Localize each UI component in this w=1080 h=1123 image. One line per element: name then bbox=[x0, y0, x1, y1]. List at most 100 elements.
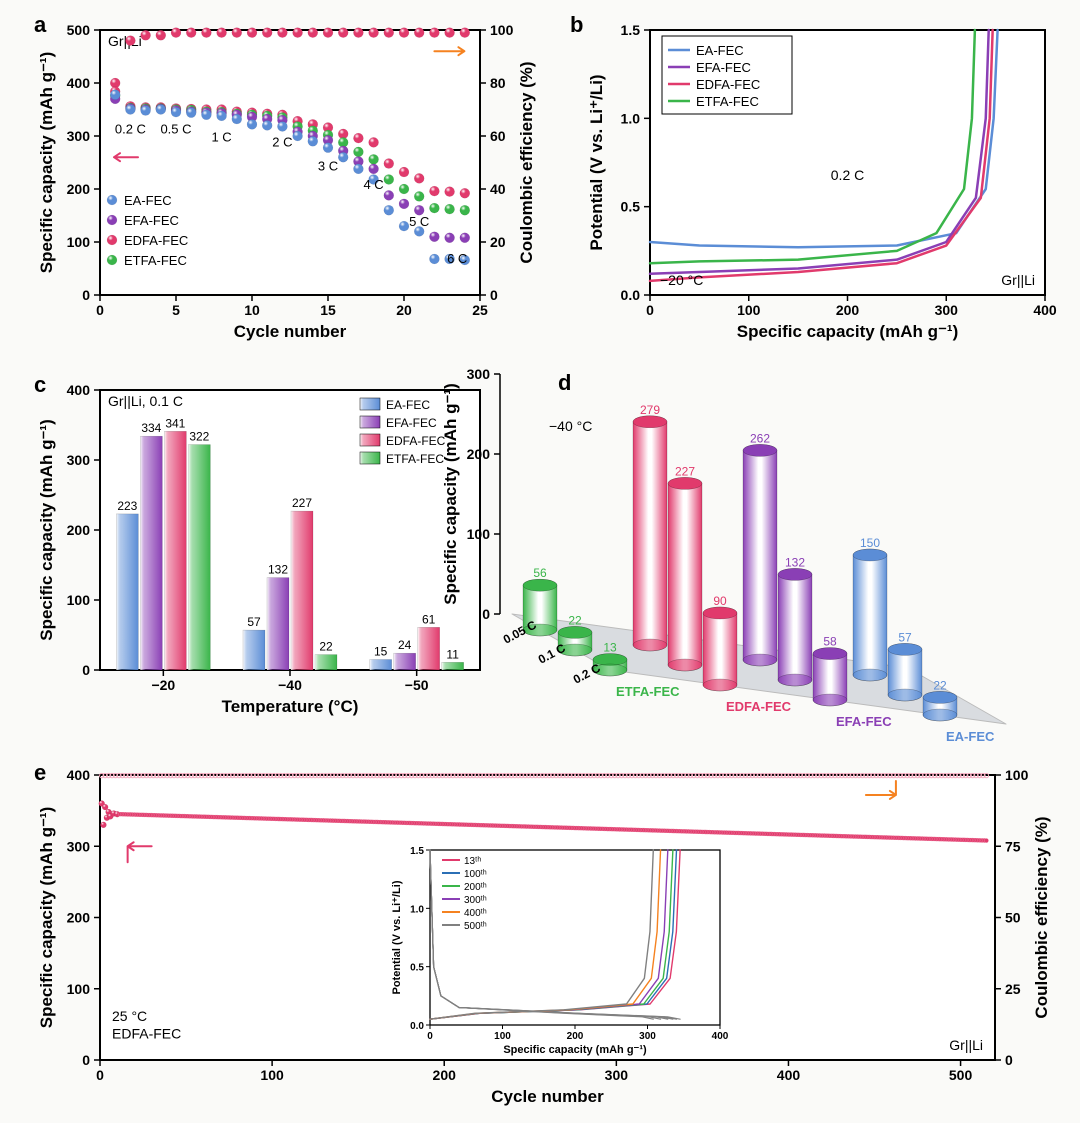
svg-text:Cycle number: Cycle number bbox=[491, 1087, 604, 1106]
svg-text:4 C: 4 C bbox=[363, 177, 383, 192]
svg-text:1.0: 1.0 bbox=[410, 904, 424, 915]
svg-text:EFA-FEC: EFA-FEC bbox=[696, 60, 751, 75]
svg-text:0.2 C: 0.2 C bbox=[831, 167, 864, 183]
svg-text:400: 400 bbox=[1033, 302, 1057, 318]
svg-text:−40: −40 bbox=[278, 677, 302, 693]
svg-text:80: 80 bbox=[490, 75, 506, 91]
svg-text:0: 0 bbox=[82, 287, 90, 303]
svg-text:Specific capacity (mAh g⁻¹): Specific capacity (mAh g⁻¹) bbox=[441, 383, 460, 605]
svg-text:11: 11 bbox=[446, 647, 459, 661]
svg-text:0: 0 bbox=[482, 606, 490, 622]
svg-text:Specific capacity (mAh g⁻¹): Specific capacity (mAh g⁻¹) bbox=[37, 52, 56, 274]
svg-text:75: 75 bbox=[1005, 838, 1021, 854]
svg-text:400: 400 bbox=[67, 382, 91, 398]
svg-text:100ᵗʰ: 100ᵗʰ bbox=[464, 869, 487, 880]
svg-text:EDFA-FEC: EDFA-FEC bbox=[696, 77, 760, 92]
svg-text:Cycle number: Cycle number bbox=[234, 322, 347, 341]
svg-text:1.5: 1.5 bbox=[621, 22, 641, 38]
svg-text:20: 20 bbox=[490, 234, 506, 250]
svg-text:300: 300 bbox=[639, 1031, 656, 1042]
panel-e: e01002003004005000100200300400Cycle numb… bbox=[34, 760, 1051, 1106]
svg-text:100: 100 bbox=[1005, 767, 1029, 783]
svg-text:15: 15 bbox=[374, 645, 388, 659]
svg-text:EDFA-FEC: EDFA-FEC bbox=[112, 1026, 181, 1042]
svg-text:Specific capacity (mAh g⁻¹): Specific capacity (mAh g⁻¹) bbox=[503, 1044, 647, 1056]
svg-text:200: 200 bbox=[67, 181, 91, 197]
svg-text:322: 322 bbox=[189, 430, 209, 444]
svg-text:1.5: 1.5 bbox=[410, 846, 424, 857]
svg-text:200: 200 bbox=[433, 1067, 457, 1083]
svg-text:0.05 C: 0.05 C bbox=[501, 618, 539, 647]
svg-text:500: 500 bbox=[949, 1067, 973, 1083]
svg-text:Gr||Li: Gr||Li bbox=[108, 33, 142, 49]
svg-text:−50: −50 bbox=[405, 677, 429, 693]
svg-text:400: 400 bbox=[712, 1031, 729, 1042]
svg-text:400: 400 bbox=[777, 1067, 801, 1083]
svg-text:ETFA-FEC: ETFA-FEC bbox=[386, 452, 444, 466]
svg-text:Specific capacity (mAh g⁻¹): Specific capacity (mAh g⁻¹) bbox=[737, 322, 959, 341]
svg-text:Temperature (°C): Temperature (°C) bbox=[222, 697, 359, 716]
svg-text:0: 0 bbox=[646, 302, 654, 318]
svg-text:5 C: 5 C bbox=[409, 214, 429, 229]
svg-text:22: 22 bbox=[933, 678, 947, 692]
svg-text:EDFA-FEC: EDFA-FEC bbox=[124, 233, 188, 248]
svg-text:0: 0 bbox=[490, 287, 498, 303]
svg-text:50: 50 bbox=[1005, 910, 1021, 926]
svg-text:200ᵗʰ: 200ᵗʰ bbox=[464, 882, 487, 893]
svg-text:60: 60 bbox=[490, 128, 506, 144]
svg-text:25: 25 bbox=[1005, 981, 1021, 997]
svg-text:300: 300 bbox=[67, 128, 91, 144]
svg-text:400: 400 bbox=[67, 767, 91, 783]
svg-text:400ᵗʰ: 400ᵗʰ bbox=[464, 908, 487, 919]
svg-text:10: 10 bbox=[244, 302, 260, 318]
svg-text:100: 100 bbox=[67, 981, 91, 997]
svg-text:334: 334 bbox=[141, 421, 161, 435]
svg-text:132: 132 bbox=[268, 563, 288, 577]
svg-text:0: 0 bbox=[82, 1052, 90, 1068]
svg-text:100: 100 bbox=[67, 234, 91, 250]
svg-text:300: 300 bbox=[67, 452, 91, 468]
svg-text:Gr||Li: Gr||Li bbox=[949, 1037, 983, 1053]
svg-text:EA-FEC: EA-FEC bbox=[386, 398, 430, 412]
svg-text:e: e bbox=[34, 760, 46, 785]
svg-text:0: 0 bbox=[427, 1031, 433, 1042]
svg-text:300: 300 bbox=[67, 838, 91, 854]
svg-text:d: d bbox=[558, 370, 571, 395]
svg-text:150: 150 bbox=[860, 536, 880, 550]
svg-text:5: 5 bbox=[172, 302, 180, 318]
svg-text:Specific capacity (mAh g⁻¹): Specific capacity (mAh g⁻¹) bbox=[37, 419, 56, 641]
svg-text:58: 58 bbox=[823, 635, 837, 649]
svg-text:ETFA-FEC: ETFA-FEC bbox=[616, 684, 680, 699]
svg-text:22: 22 bbox=[568, 613, 582, 627]
svg-text:0: 0 bbox=[96, 1067, 104, 1083]
svg-text:Potential (V vs. Li⁺/Li): Potential (V vs. Li⁺/Li) bbox=[587, 74, 606, 250]
svg-text:300: 300 bbox=[467, 366, 491, 382]
svg-text:0.0: 0.0 bbox=[621, 287, 641, 303]
svg-text:279: 279 bbox=[640, 403, 660, 417]
svg-text:341: 341 bbox=[165, 416, 185, 430]
svg-text:EFA-FEC: EFA-FEC bbox=[386, 416, 437, 430]
svg-text:ETFA-FEC: ETFA-FEC bbox=[696, 94, 759, 109]
panel-d: d0100200300Specific capacity (mAh g⁻¹)56… bbox=[441, 366, 1006, 744]
svg-text:200: 200 bbox=[467, 446, 491, 462]
svg-text:56: 56 bbox=[533, 566, 547, 580]
svg-text:223: 223 bbox=[117, 499, 137, 513]
svg-text:300ᵗʰ: 300ᵗʰ bbox=[464, 895, 487, 906]
svg-text:0.5 C: 0.5 C bbox=[160, 121, 191, 136]
svg-text:0.5: 0.5 bbox=[621, 199, 641, 215]
svg-text:300: 300 bbox=[935, 302, 959, 318]
svg-text:Potential (V vs. Li⁺/Li): Potential (V vs. Li⁺/Li) bbox=[391, 880, 403, 994]
svg-text:EFA-FEC: EFA-FEC bbox=[124, 213, 179, 228]
svg-text:15: 15 bbox=[320, 302, 336, 318]
svg-text:1 C: 1 C bbox=[211, 129, 231, 144]
svg-text:EFA-FEC: EFA-FEC bbox=[836, 714, 892, 729]
svg-text:20: 20 bbox=[396, 302, 412, 318]
svg-text:13ᵗʰ: 13ᵗʰ bbox=[464, 856, 481, 867]
svg-text:−40 °C: −40 °C bbox=[549, 418, 592, 434]
svg-text:1.0: 1.0 bbox=[621, 110, 641, 126]
svg-text:400: 400 bbox=[67, 75, 91, 91]
svg-text:57: 57 bbox=[247, 615, 261, 629]
svg-text:−20: −20 bbox=[151, 677, 175, 693]
svg-text:25 °C: 25 °C bbox=[112, 1008, 147, 1024]
svg-text:EA-FEC: EA-FEC bbox=[946, 729, 995, 744]
